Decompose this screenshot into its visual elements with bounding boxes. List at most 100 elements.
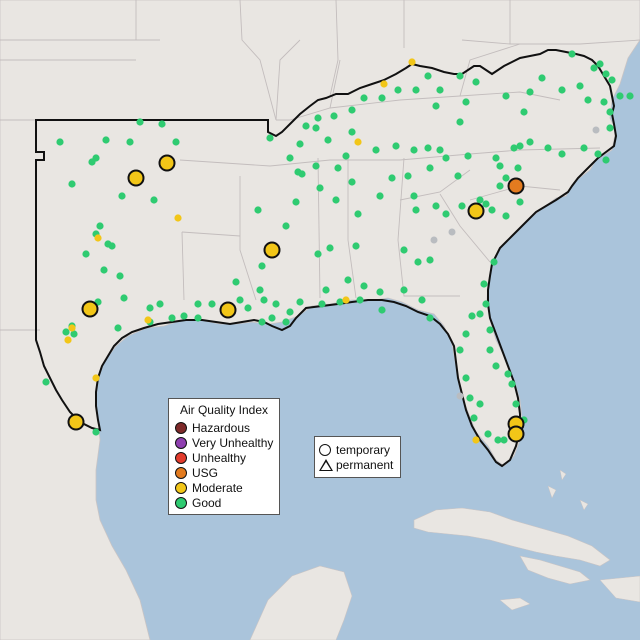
good-monitor-point[interactable] [268, 314, 276, 322]
good-monitor-point[interactable] [486, 346, 494, 354]
good-monitor-point[interactable] [456, 118, 464, 126]
good-monitor-point[interactable] [500, 436, 508, 444]
good-monitor-point[interactable] [514, 164, 522, 172]
good-monitor-point[interactable] [342, 152, 350, 160]
moderate-temporary-monitor[interactable] [467, 202, 485, 220]
moderate-temporary-monitor[interactable] [263, 241, 281, 259]
good-monitor-point[interactable] [68, 180, 76, 188]
good-monitor-point[interactable] [442, 154, 450, 162]
good-monitor-point[interactable] [492, 154, 500, 162]
good-monitor-point[interactable] [482, 300, 490, 308]
good-monitor-point[interactable] [330, 112, 338, 120]
good-monitor-point[interactable] [332, 196, 340, 204]
good-monitor-point[interactable] [510, 144, 518, 152]
good-monitor-point[interactable] [376, 288, 384, 296]
good-monitor-point[interactable] [172, 138, 180, 146]
good-monitor-point[interactable] [462, 374, 470, 382]
good-monitor-point[interactable] [484, 430, 492, 438]
good-monitor-point[interactable] [326, 244, 334, 252]
good-monitor-point[interactable] [492, 362, 500, 370]
good-monitor-point[interactable] [502, 92, 510, 100]
good-monitor-point[interactable] [158, 120, 166, 128]
good-monitor-point[interactable] [258, 318, 266, 326]
good-monitor-point[interactable] [354, 210, 362, 218]
good-monitor-point[interactable] [266, 134, 274, 142]
good-monitor-point[interactable] [96, 222, 104, 230]
good-monitor-point[interactable] [120, 294, 128, 302]
good-monitor-point[interactable] [526, 138, 534, 146]
good-monitor-point[interactable] [476, 196, 484, 204]
moderate-monitor-point[interactable] [354, 138, 362, 146]
good-monitor-point[interactable] [502, 212, 510, 220]
good-monitor-point[interactable] [496, 162, 504, 170]
good-monitor-point[interactable] [324, 136, 332, 144]
good-monitor-point[interactable] [456, 346, 464, 354]
good-monitor-point[interactable] [436, 146, 444, 154]
good-monitor-point[interactable] [352, 242, 360, 250]
moderate-temporary-monitor[interactable] [67, 413, 85, 431]
good-monitor-point[interactable] [348, 106, 356, 114]
good-monitor-point[interactable] [272, 300, 280, 308]
good-monitor-point[interactable] [458, 202, 466, 210]
good-monitor-point[interactable] [494, 436, 502, 444]
good-monitor-point[interactable] [426, 164, 434, 172]
good-monitor-point[interactable] [372, 146, 380, 154]
good-monitor-point[interactable] [82, 250, 90, 258]
good-monitor-point[interactable] [400, 246, 408, 254]
good-monitor-point[interactable] [454, 172, 462, 180]
inactive-monitor-point[interactable] [592, 126, 600, 134]
good-monitor-point[interactable] [298, 170, 306, 178]
good-monitor-point[interactable] [462, 330, 470, 338]
good-monitor-point[interactable] [596, 60, 604, 68]
good-monitor-point[interactable] [558, 86, 566, 94]
moderate-monitor-point[interactable] [144, 316, 152, 324]
moderate-monitor-point[interactable] [64, 336, 72, 344]
good-monitor-point[interactable] [482, 200, 490, 208]
good-monitor-point[interactable] [584, 96, 592, 104]
good-monitor-point[interactable] [600, 98, 608, 106]
good-monitor-point[interactable] [606, 124, 614, 132]
good-monitor-point[interactable] [436, 86, 444, 94]
good-monitor-point[interactable] [348, 178, 356, 186]
good-monitor-point[interactable] [118, 192, 126, 200]
good-monitor-point[interactable] [486, 326, 494, 334]
good-monitor-point[interactable] [256, 286, 264, 294]
good-monitor-point[interactable] [394, 86, 402, 94]
good-monitor-point[interactable] [520, 108, 528, 116]
good-monitor-point[interactable] [150, 196, 158, 204]
good-monitor-point[interactable] [292, 198, 300, 206]
moderate-temporary-monitor[interactable] [219, 301, 237, 319]
good-monitor-point[interactable] [282, 318, 290, 326]
good-monitor-point[interactable] [400, 286, 408, 294]
good-monitor-point[interactable] [314, 250, 322, 258]
good-monitor-point[interactable] [194, 314, 202, 322]
good-monitor-point[interactable] [412, 86, 420, 94]
good-monitor-point[interactable] [360, 94, 368, 102]
good-monitor-point[interactable] [516, 198, 524, 206]
good-monitor-point[interactable] [302, 122, 310, 130]
good-monitor-point[interactable] [590, 64, 598, 72]
good-monitor-point[interactable] [286, 308, 294, 316]
good-monitor-point[interactable] [470, 414, 478, 422]
good-monitor-point[interactable] [442, 210, 450, 218]
good-monitor-point[interactable] [456, 72, 464, 80]
good-monitor-point[interactable] [526, 88, 534, 96]
good-monitor-point[interactable] [88, 158, 96, 166]
good-monitor-point[interactable] [62, 328, 70, 336]
good-monitor-point[interactable] [468, 312, 476, 320]
good-monitor-point[interactable] [594, 150, 602, 158]
moderate-monitor-point[interactable] [94, 234, 102, 242]
good-monitor-point[interactable] [538, 74, 546, 82]
good-monitor-point[interactable] [344, 276, 352, 284]
good-monitor-point[interactable] [608, 76, 616, 84]
good-monitor-point[interactable] [432, 202, 440, 210]
good-monitor-point[interactable] [102, 136, 110, 144]
good-monitor-point[interactable] [334, 164, 342, 172]
moderate-monitor-point[interactable] [408, 58, 416, 66]
good-monitor-point[interactable] [410, 192, 418, 200]
good-monitor-point[interactable] [568, 50, 576, 58]
good-monitor-point[interactable] [472, 78, 480, 86]
good-monitor-point[interactable] [378, 94, 386, 102]
good-monitor-point[interactable] [258, 262, 266, 270]
